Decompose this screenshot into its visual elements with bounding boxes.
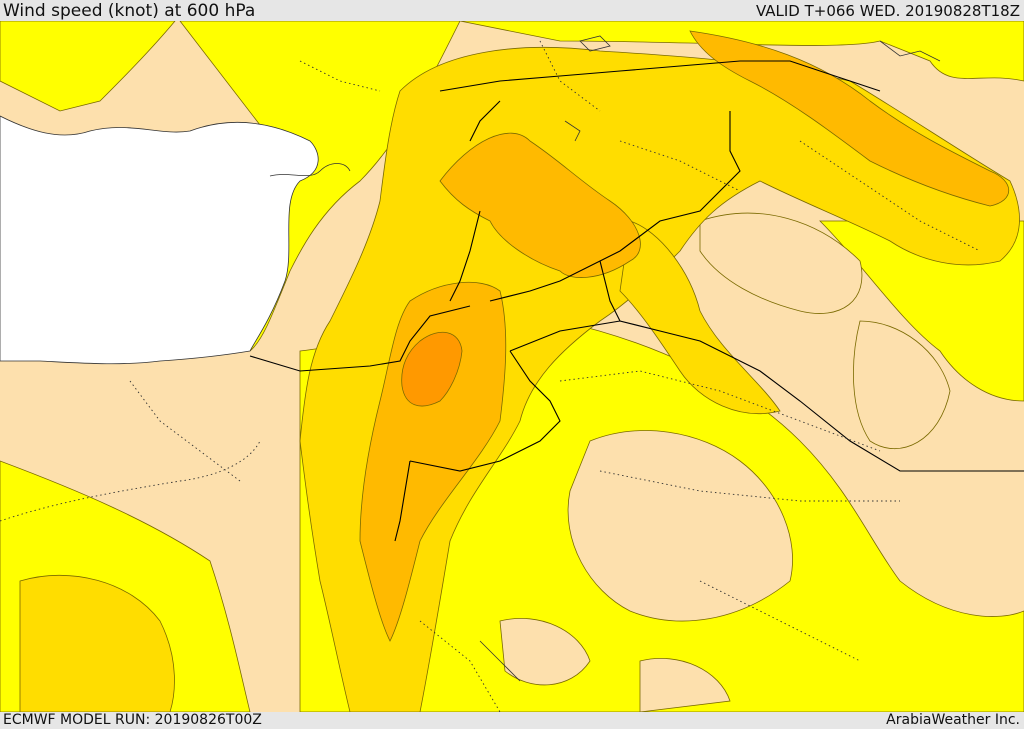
coastlines: [269, 35, 941, 682]
header-bar: Wind speed (knot) at 600 hPa VALID T+066…: [0, 0, 1024, 21]
brand-credit: ArabiaWeather Inc.: [886, 712, 1020, 728]
wind-speed-map: [0, 21, 1024, 712]
band-high: [359, 30, 1009, 642]
country-borders: [249, 60, 1024, 542]
model-run: ECMWF MODEL RUN: 20190826T00Z: [3, 712, 262, 728]
footer-bar: ECMWF MODEL RUN: 20190826T00Z ArabiaWeat…: [0, 712, 1024, 729]
sea: [0, 115, 319, 365]
valid-time: VALID T+066 WED. 20190828T18Z: [755, 2, 1020, 20]
band-lowest-islands: [499, 212, 951, 712]
admin-borders: [0, 40, 981, 712]
band-highest: [401, 332, 463, 407]
map-title: Wind speed (knot) at 600 hPa: [3, 1, 256, 21]
